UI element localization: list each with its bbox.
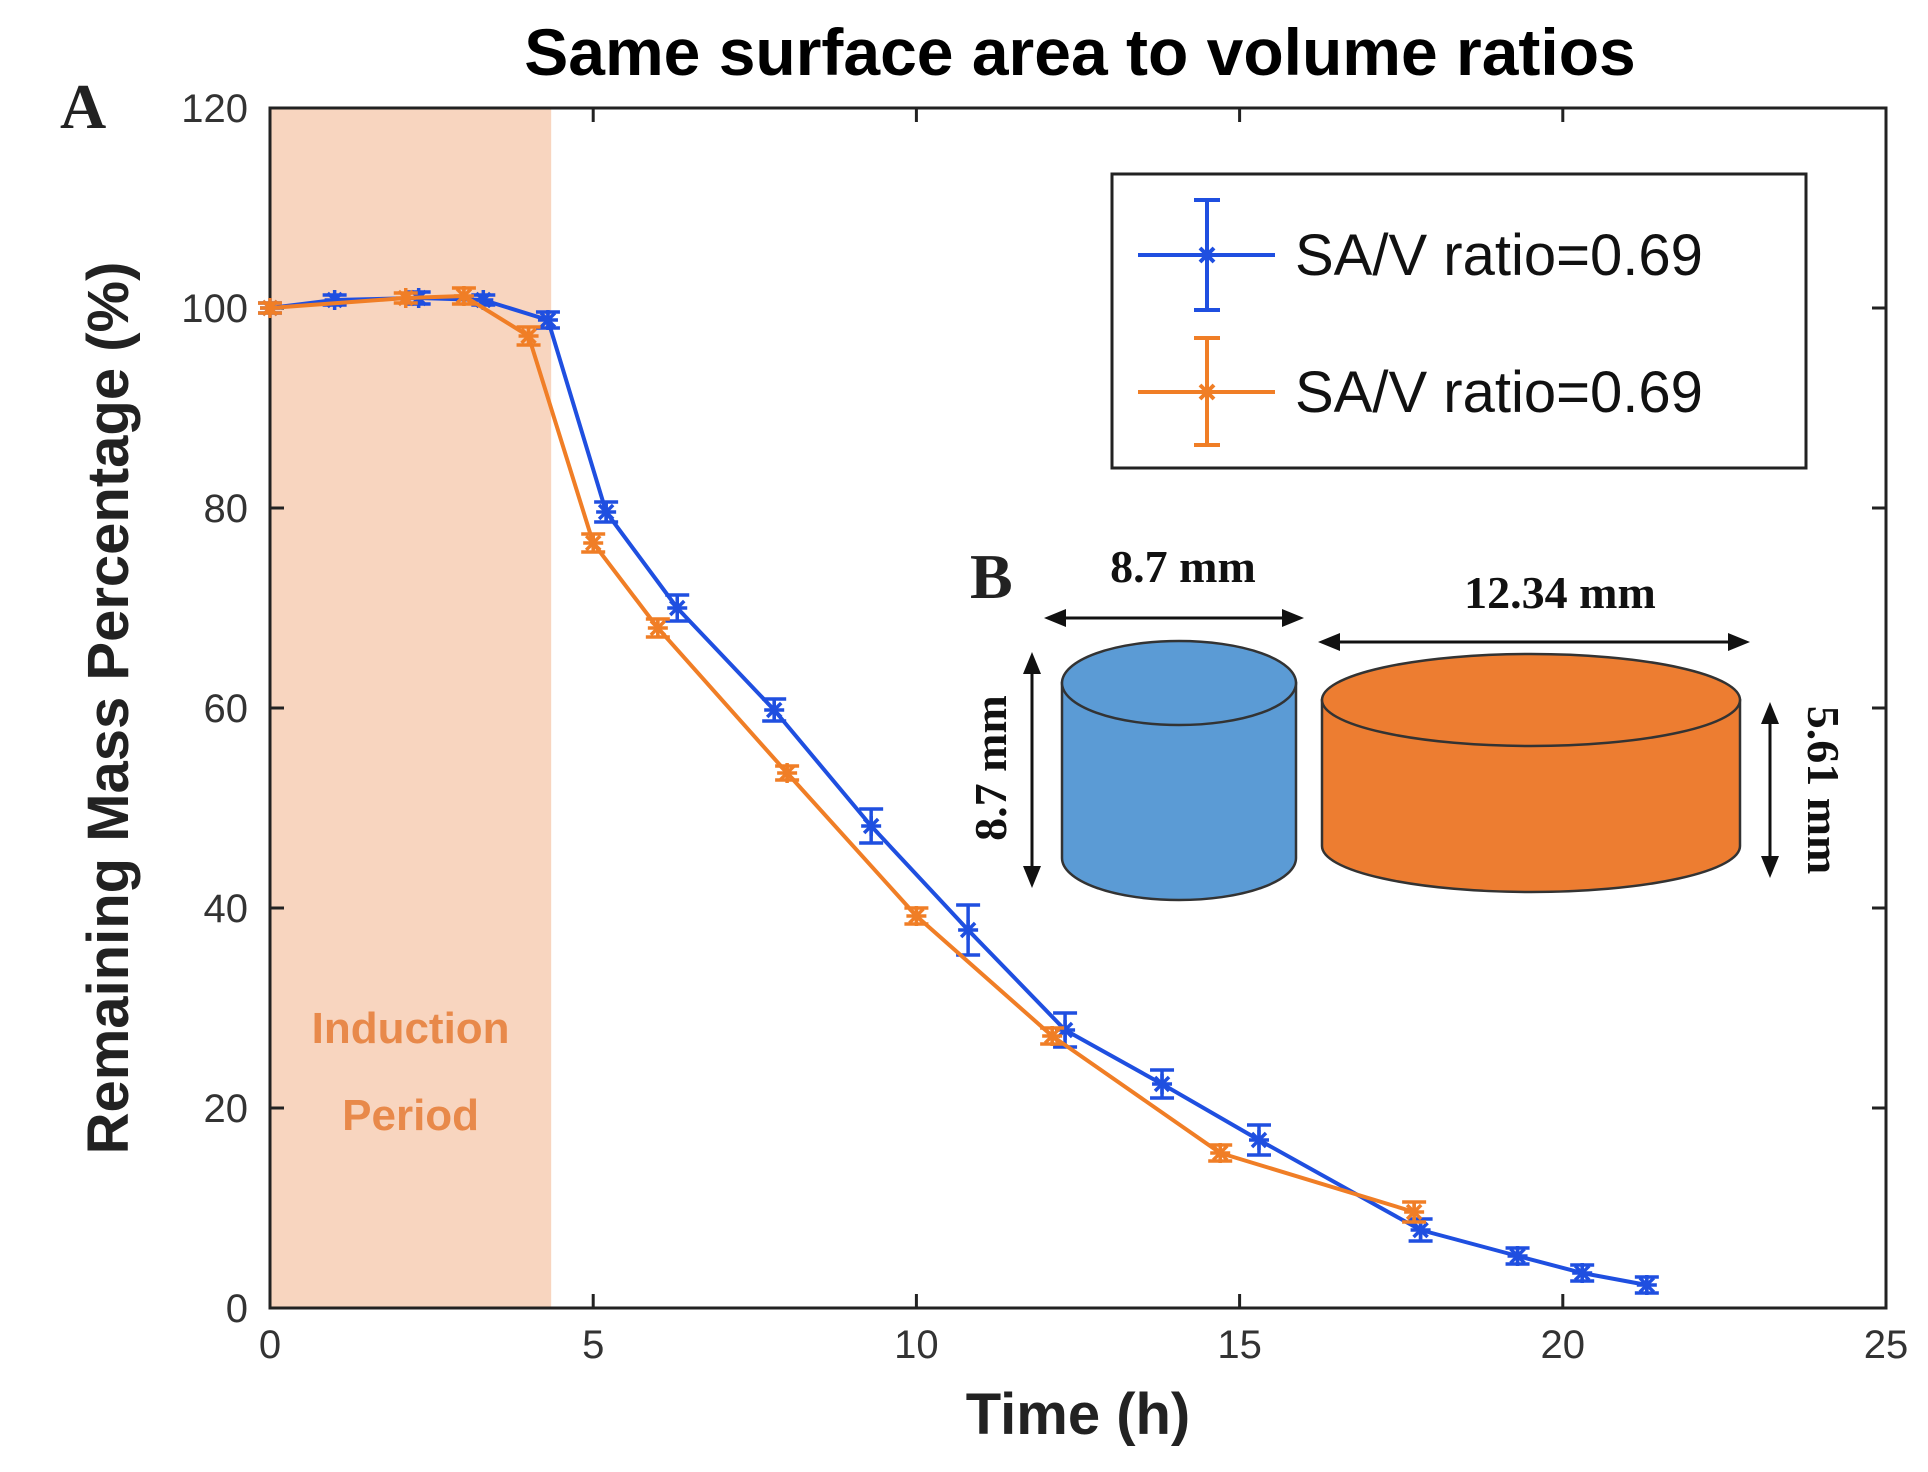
large-height-arrowhead-bottom [1761,856,1779,878]
data-point [451,286,476,306]
x-tick-label: 20 [1541,1323,1586,1367]
y-tick-label: 20 [204,1087,249,1131]
data-point [1505,1246,1530,1266]
marker-stroke [908,907,925,925]
data-point [1402,1200,1427,1224]
panel-label-a: A [60,71,106,142]
data-point [762,697,787,723]
large-width-arrowhead-right [1728,633,1750,651]
data-point [775,763,800,783]
cylinder-small-body [1060,681,1298,902]
data-point [1246,1123,1271,1157]
data-point [581,532,606,554]
induction-label-line2: Period [342,1091,479,1140]
legend-marker-2 [1197,382,1217,402]
data-point [665,593,690,623]
marker-stroke [597,503,615,521]
data-point [1208,1143,1233,1163]
data-point [258,298,282,318]
large-height-arrowhead-top [1761,702,1779,724]
induction-label-line1: Induction [312,1004,510,1053]
marker-stroke [862,817,880,835]
y-tick-label: 100 [181,287,248,331]
data-point [393,288,418,308]
data-point [1150,1068,1175,1100]
small-height-arrowhead-top [1023,652,1041,674]
marker-stroke [261,299,279,317]
marker-stroke [765,701,783,719]
marker-stroke [520,327,537,345]
data-point [1634,1275,1659,1295]
panel-label-b: B [970,541,1013,612]
x-tick-label: 15 [1217,1323,1262,1367]
series-2 [258,286,1427,1224]
data-point [535,310,560,330]
marker-stroke [539,311,557,329]
y-tick-label: 60 [204,687,249,731]
y-tick-label: 120 [181,87,248,131]
legend-entry-1: SA/V ratio=0.69 [1138,198,1703,312]
data-point [594,500,619,524]
cylinder-small [1060,639,1298,902]
marker-stroke [649,619,667,637]
x-axis-ticks: 0 5 10 15 20 25 [259,108,1908,1367]
x-tick-label: 0 [259,1323,281,1367]
data-point [1040,1026,1065,1046]
small-height-arrowhead-bottom [1023,866,1041,888]
legend-label-2: SA/V ratio=0.69 [1295,360,1703,425]
legend-label-1: SA/V ratio=0.69 [1295,223,1703,288]
x-axis-label: Time (h) [966,1382,1191,1447]
marker-stroke [455,287,473,305]
cylinder-small-top [1060,639,1298,727]
y-tick-label: 0 [226,1287,248,1331]
y-axis-label: Remaining Mass Percentage (%) [76,262,141,1155]
marker-stroke [1573,1264,1591,1282]
marker-stroke [1412,1221,1429,1239]
small-width-label: 8.7 mm [1110,541,1256,592]
x-tick-label: 5 [582,1323,604,1367]
data-point [904,906,929,926]
marker-stroke [397,289,414,307]
marker-stroke [668,599,686,617]
marker-stroke [1153,1075,1171,1093]
small-width-arrowhead-left [1044,609,1066,627]
small-width-arrowhead-right [1282,609,1304,627]
small-height-label: 8.7 mm [965,695,1016,841]
data-point [1570,1263,1595,1283]
data-point [516,325,541,347]
x-tick-label: 10 [894,1323,939,1367]
series-layer [258,286,1659,1295]
data-point [859,807,884,845]
marker-stroke [1250,1131,1268,1149]
marker-stroke [1211,1144,1229,1162]
data-point [956,903,981,957]
x-tick-label: 25 [1864,1323,1909,1367]
data-point [645,617,670,639]
marker-stroke [1638,1276,1656,1294]
large-width-arrowhead-left [1318,633,1340,651]
marker-stroke [1509,1247,1526,1265]
marker-stroke [584,534,602,552]
large-height-label: 5.61 mm [1798,706,1849,875]
inset-panel-b: B 8.7 mm 8.7 mm 12.34 mm [965,541,1849,902]
cylinder-large-body [1320,698,1742,894]
legend-box [1110,172,1808,470]
legend-entry-2: SA/V ratio=0.69 [1138,336,1703,447]
y-tick-label: 40 [204,887,249,931]
cylinder-large [1320,652,1742,894]
legend-marker-1 [1197,245,1217,265]
chart-title: Same surface area to volume ratios [524,15,1636,89]
marker-stroke [778,764,796,782]
large-width-label: 12.34 mm [1464,567,1656,618]
y-tick-label: 80 [204,487,249,531]
y-axis-ticks: 0 20 40 60 80 100 120 [181,87,1886,1331]
cylinder-large-top [1320,652,1742,748]
marker-stroke [959,921,977,939]
legend: SA/V ratio=0.69 SA/V ratio=0.69 [1110,172,1808,470]
marker-stroke [1405,1203,1423,1221]
marker-stroke [1043,1027,1061,1045]
